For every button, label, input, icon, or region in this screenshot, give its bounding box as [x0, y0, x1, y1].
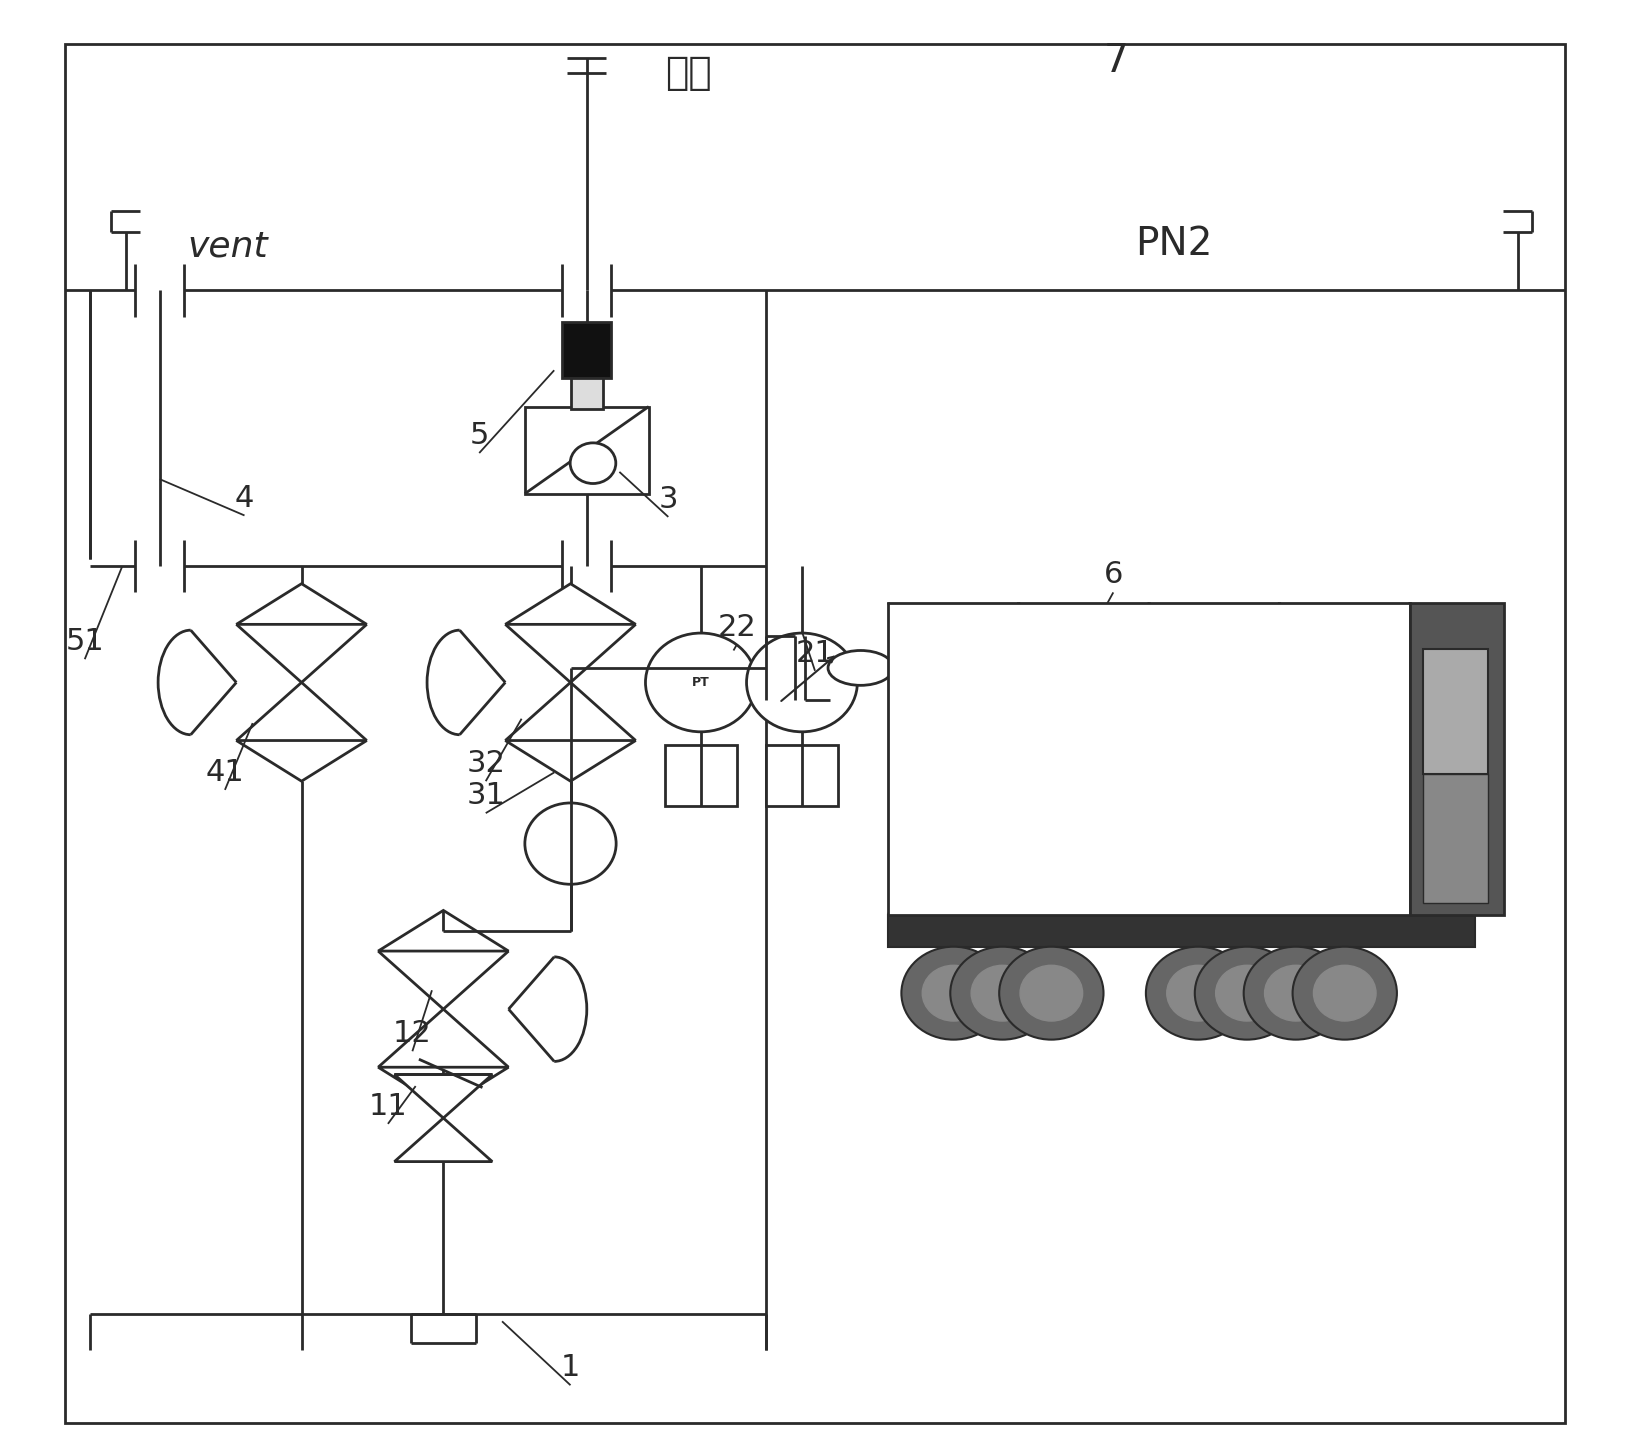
Text: 7: 7	[1104, 42, 1130, 80]
Text: 4: 4	[235, 484, 254, 513]
Circle shape	[1293, 947, 1397, 1040]
Polygon shape	[505, 741, 636, 781]
Polygon shape	[394, 1074, 492, 1118]
Text: 特气: 特气	[665, 54, 712, 91]
Text: 21: 21	[795, 639, 835, 668]
Bar	[525, 407, 649, 494]
Circle shape	[1314, 966, 1376, 1021]
Polygon shape	[394, 1118, 492, 1162]
Circle shape	[999, 947, 1104, 1040]
Polygon shape	[236, 741, 367, 781]
Text: 22: 22	[717, 613, 756, 642]
Text: 12: 12	[393, 1019, 432, 1048]
Polygon shape	[378, 910, 509, 951]
Text: 51: 51	[65, 627, 104, 656]
Text: 11: 11	[368, 1092, 408, 1121]
Bar	[766, 745, 838, 806]
Circle shape	[1216, 966, 1278, 1021]
Bar	[888, 603, 1410, 915]
Ellipse shape	[828, 650, 893, 685]
Polygon shape	[505, 584, 636, 624]
Bar	[1410, 603, 1504, 915]
Circle shape	[1020, 966, 1082, 1021]
Circle shape	[1244, 947, 1348, 1040]
Text: PN2: PN2	[1134, 225, 1213, 263]
Text: PT: PT	[693, 677, 709, 688]
Polygon shape	[378, 1067, 509, 1108]
Bar	[1423, 649, 1488, 774]
Circle shape	[1146, 947, 1250, 1040]
Text: 3: 3	[659, 485, 678, 514]
Text: 1: 1	[561, 1353, 580, 1382]
Circle shape	[1265, 966, 1327, 1021]
Circle shape	[923, 966, 985, 1021]
Text: 5: 5	[469, 421, 489, 450]
Polygon shape	[236, 584, 367, 624]
Circle shape	[1195, 947, 1299, 1040]
Circle shape	[1167, 966, 1229, 1021]
Text: 6: 6	[1104, 560, 1123, 590]
Circle shape	[901, 947, 1006, 1040]
Bar	[1423, 774, 1488, 903]
Circle shape	[525, 803, 616, 884]
Bar	[562, 322, 611, 378]
Bar	[888, 915, 1475, 947]
Circle shape	[645, 633, 756, 732]
Text: 41: 41	[205, 758, 244, 787]
Text: 31: 31	[466, 781, 505, 810]
Bar	[570, 378, 603, 409]
Circle shape	[950, 947, 1055, 1040]
Circle shape	[747, 633, 857, 732]
Text: vent: vent	[187, 229, 267, 264]
Circle shape	[570, 443, 616, 484]
Bar	[665, 745, 737, 806]
Text: 32: 32	[466, 749, 505, 778]
Circle shape	[971, 966, 1033, 1021]
